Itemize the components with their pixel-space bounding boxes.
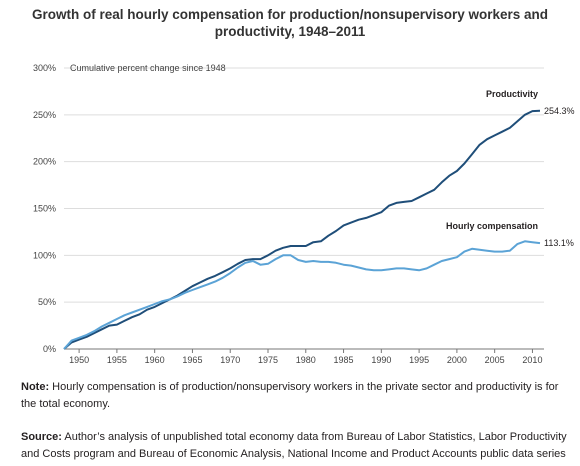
x-tick-label: 2000 <box>447 355 467 365</box>
hourly-compensation-series-label: Hourly compensation <box>446 221 538 231</box>
note-text: Hourly compensation is of production/non… <box>21 381 559 410</box>
x-tick-label: 1965 <box>182 355 202 365</box>
note-label: Note: <box>21 381 50 393</box>
chart-title-line-2: productivity, 1948–2011 <box>214 24 366 39</box>
y-tick-label: 150% <box>33 204 56 214</box>
y-tick-label: 100% <box>33 250 56 260</box>
x-tick-label: 1950 <box>69 355 89 365</box>
productivity-end-label: 254.3% <box>544 106 575 116</box>
x-tick-label: 1980 <box>296 355 316 365</box>
source: Source: Author’s analysis of unpublished… <box>21 429 571 463</box>
y-tick-label: 250% <box>33 110 56 120</box>
note: Note: Hourly compensation is of producti… <box>21 379 569 413</box>
source-label: Source: <box>21 431 62 443</box>
x-tick-label: 1955 <box>107 355 127 365</box>
x-tick-label: 1990 <box>371 355 391 365</box>
productivity-line <box>63 109 541 350</box>
hourly-compensation-line <box>63 240 541 350</box>
line-chart: 0%50%100%150%200%250%300% 1950 1955 1960 19… <box>33 63 575 365</box>
y-axis-label: Cumulative percent change since 1948 <box>70 63 226 73</box>
x-tick-label: 1975 <box>258 355 278 365</box>
chart-title-line-1: Growth of real hourly compensation for p… <box>31 7 549 22</box>
productivity-series-label: Productivity <box>486 89 538 99</box>
x-tick-label: 2005 <box>485 355 505 365</box>
hourly-compensation-end-label: 113.1% <box>544 238 574 248</box>
series-labels: Productivity 254.3% Hourly compensation 113… <box>446 89 575 248</box>
source-text: Author’s analysis of unpublished total e… <box>21 431 567 460</box>
chart-title: Growth of real hourly compensation for p… <box>0 6 580 40</box>
y-tick-label: 300% <box>33 63 56 73</box>
x-tick-label: 1995 <box>409 355 429 365</box>
x-tick-label: 1970 <box>220 355 240 365</box>
x-tick-label: 2010 <box>522 355 542 365</box>
gridlines <box>64 67 544 350</box>
x-tick-label: 1985 <box>334 355 354 365</box>
y-axis-ticks: 0% 50% 100% 150% 200% 250% 300% <box>33 63 56 354</box>
y-tick-label: 200% <box>33 157 56 167</box>
y-tick-label: 50% <box>38 297 56 307</box>
series-lines <box>63 109 541 350</box>
x-tick-label: 1960 <box>145 355 165 365</box>
y-tick-label: 0% <box>43 344 56 354</box>
x-axis-ticks: 1950 1955 1960 1965 1970 1975 1980 1985 1990 1995… <box>69 349 542 365</box>
